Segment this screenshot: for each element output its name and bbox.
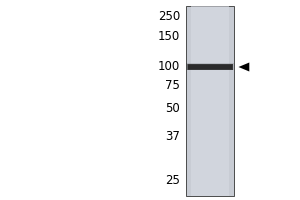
Text: 37: 37 [165,130,180,144]
Bar [188,64,232,70]
Text: 250: 250 [158,9,180,22]
Bar [187,64,233,70]
Bar [186,63,234,70]
Bar [188,65,232,69]
Bar [191,6,229,196]
Bar [188,65,232,69]
Polygon shape [238,62,249,72]
Bar [186,6,234,196]
Text: 150: 150 [158,29,180,43]
Text: 50: 50 [165,102,180,116]
Text: 75: 75 [165,79,180,92]
Text: 100: 100 [158,60,180,73]
Text: 25: 25 [165,173,180,186]
Bar [187,64,233,70]
